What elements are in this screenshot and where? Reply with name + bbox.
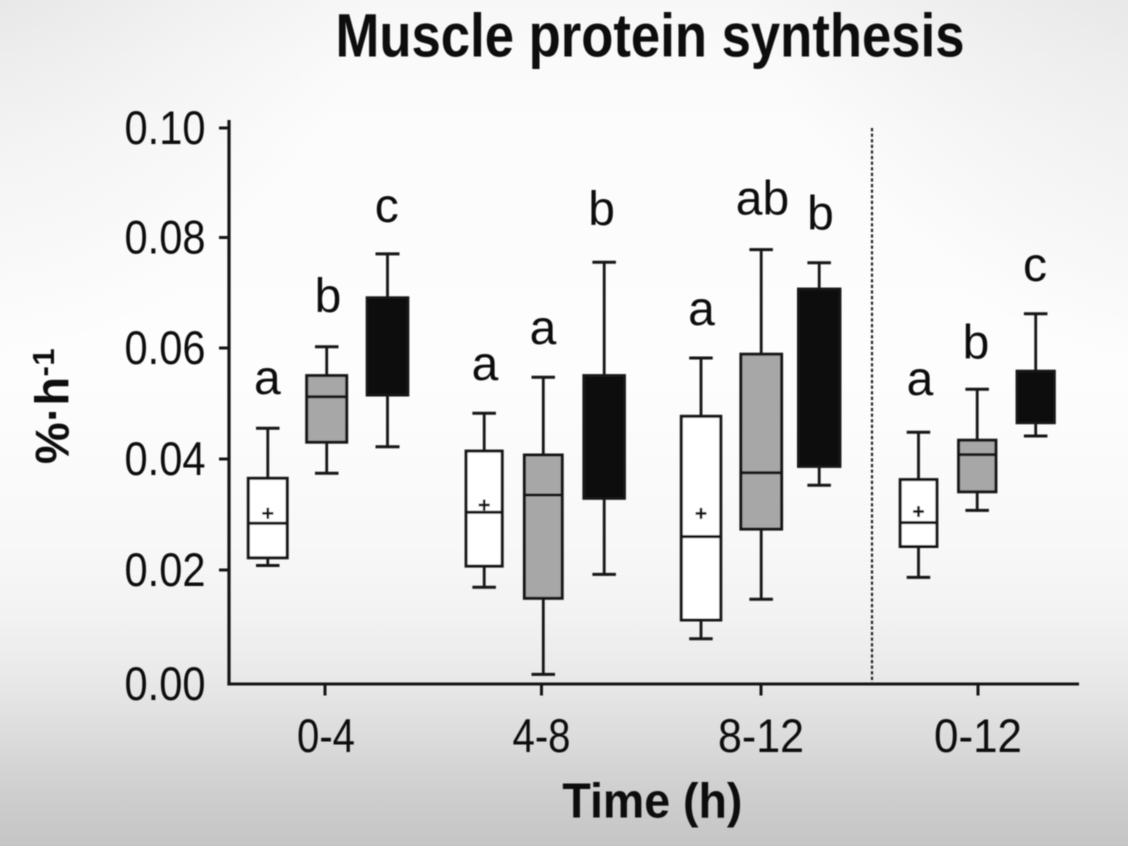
- svg-text:0.08: 0.08: [125, 211, 206, 264]
- svg-text:c: c: [375, 180, 399, 233]
- svg-text:0.00: 0.00: [125, 657, 206, 710]
- svg-text:b: b: [807, 188, 834, 241]
- svg-text:0-12: 0-12: [934, 709, 1022, 762]
- svg-text:Time (h): Time (h): [562, 775, 742, 829]
- svg-text:a: a: [472, 338, 499, 391]
- svg-text:4-8: 4-8: [513, 709, 571, 762]
- svg-text:0.06: 0.06: [125, 321, 206, 374]
- svg-text:ab: ab: [736, 173, 789, 226]
- svg-text:a: a: [688, 283, 715, 336]
- svg-text:0.02: 0.02: [125, 543, 206, 596]
- svg-text:b: b: [963, 317, 990, 370]
- svg-text:a: a: [907, 353, 934, 406]
- svg-text:0.10: 0.10: [125, 101, 206, 154]
- svg-text:a: a: [254, 352, 281, 405]
- svg-text:b: b: [588, 183, 615, 236]
- svg-text:0.04: 0.04: [125, 432, 206, 485]
- svg-text:b: b: [315, 270, 342, 323]
- svg-text:8-12: 8-12: [718, 709, 804, 762]
- svg-text:a: a: [530, 302, 557, 355]
- svg-text:c: c: [1023, 239, 1047, 292]
- svg-text:Muscle protein synthesis: Muscle protein synthesis: [336, 2, 965, 70]
- svg-text:0-4: 0-4: [297, 709, 355, 762]
